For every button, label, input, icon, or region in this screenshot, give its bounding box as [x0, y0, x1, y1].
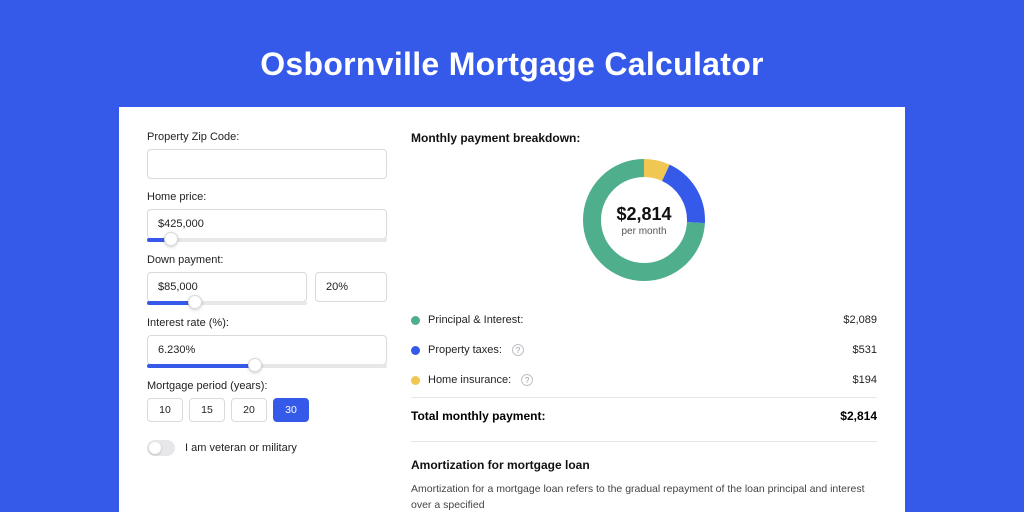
calculator-card: Property Zip Code: Home price: Down paym…: [119, 107, 905, 512]
period-btn-30[interactable]: 30: [273, 398, 309, 422]
zip-label: Property Zip Code:: [147, 131, 387, 143]
veteran-toggle[interactable]: [147, 440, 175, 456]
price-input[interactable]: [147, 209, 387, 239]
rate-label: Interest rate (%):: [147, 317, 387, 329]
field-rate: Interest rate (%):: [147, 317, 387, 368]
page-title: Osbornville Mortgage Calculator: [0, 0, 1024, 107]
breakdown-label: Property taxes:: [428, 344, 502, 356]
total-value: $2,814: [840, 409, 877, 423]
total-label: Total monthly payment:: [411, 409, 545, 423]
breakdown-label: Principal & Interest:: [428, 314, 523, 326]
breakdown-column: Monthly payment breakdown: $2,814 per mo…: [411, 131, 877, 512]
legend-dot: [411, 376, 420, 385]
breakdown-value: $531: [853, 344, 877, 356]
field-price: Home price:: [147, 191, 387, 242]
help-icon[interactable]: ?: [512, 344, 524, 356]
field-down: Down payment:: [147, 254, 387, 305]
donut-value: $2,814: [616, 204, 671, 225]
breakdown-item: Property taxes:? $531: [411, 335, 877, 365]
donut-subtitle: per month: [621, 226, 666, 237]
help-icon[interactable]: ?: [521, 374, 533, 386]
zip-input[interactable]: [147, 149, 387, 179]
down-label: Down payment:: [147, 254, 387, 266]
breakdown-value: $2,089: [843, 314, 877, 326]
breakdown-label: Home insurance:: [428, 374, 511, 386]
price-label: Home price:: [147, 191, 387, 203]
form-column: Property Zip Code: Home price: Down paym…: [147, 131, 387, 512]
rate-slider[interactable]: [147, 364, 387, 368]
breakdown-title: Monthly payment breakdown:: [411, 131, 877, 145]
veteran-label: I am veteran or military: [185, 442, 297, 454]
period-row: 10152030: [147, 398, 387, 422]
legend-dot: [411, 346, 420, 355]
period-btn-15[interactable]: 15: [189, 398, 225, 422]
donut-chart: $2,814 per month: [583, 159, 705, 281]
field-period: Mortgage period (years): 10152030: [147, 380, 387, 422]
price-slider[interactable]: [147, 238, 387, 242]
breakdown-item: Home insurance:? $194: [411, 365, 877, 395]
rate-input[interactable]: [147, 335, 387, 365]
amortization-section: Amortization for mortgage loan Amortizat…: [411, 441, 877, 512]
down-pct-input[interactable]: [315, 272, 387, 302]
total-row: Total monthly payment: $2,814: [411, 397, 877, 423]
down-amount-input[interactable]: [147, 272, 307, 302]
veteran-row: I am veteran or military: [147, 440, 387, 456]
breakdown-value: $194: [853, 374, 877, 386]
legend-dot: [411, 316, 420, 325]
down-slider[interactable]: [147, 301, 307, 305]
amortization-text: Amortization for a mortgage loan refers …: [411, 482, 877, 512]
donut-wrap: $2,814 per month: [411, 159, 877, 281]
amortization-title: Amortization for mortgage loan: [411, 458, 877, 472]
period-label: Mortgage period (years):: [147, 380, 387, 392]
breakdown-list: Principal & Interest: $2,089 Property taxe…: [411, 305, 877, 395]
card-shadow: Property Zip Code: Home price: Down paym…: [119, 107, 905, 512]
period-btn-10[interactable]: 10: [147, 398, 183, 422]
field-zip: Property Zip Code:: [147, 131, 387, 179]
breakdown-item: Principal & Interest: $2,089: [411, 305, 877, 335]
period-btn-20[interactable]: 20: [231, 398, 267, 422]
